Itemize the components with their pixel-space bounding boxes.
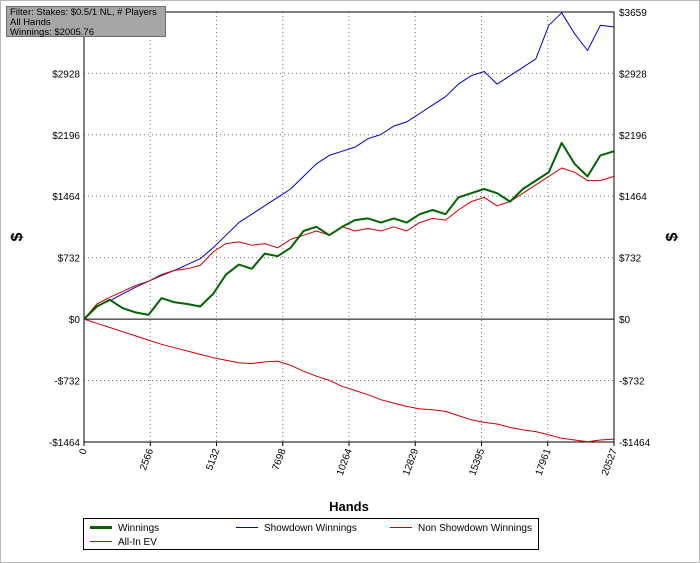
- y-tick-label-right: $2928: [619, 69, 647, 80]
- y-tick-label-right: $1464: [619, 192, 647, 203]
- x-tick-label: 15395: [467, 447, 487, 477]
- filter-winnings-line: Winnings: $2005.76: [10, 28, 94, 38]
- y-axis-title-left: $: [9, 232, 26, 241]
- y-tick-label-right: -$1464: [619, 438, 651, 449]
- legend-label-winnings: Winnings: [118, 523, 160, 534]
- x-tick-label: 0: [78, 447, 90, 456]
- filter-info-box: Filter: Stakes: $0.5/1 NL, # Players All…: [6, 6, 166, 38]
- y-tick-label-left: -$732: [54, 377, 80, 388]
- legend-swatch-winnings: [90, 525, 112, 529]
- legend-label-all-in-ev: All-In EV: [118, 537, 157, 548]
- legend-label-non-showdown: Non Showdown Winnings: [418, 523, 532, 534]
- x-tick-label: 5132: [204, 447, 222, 472]
- legend-swatch-showdown: [236, 526, 258, 528]
- x-axis-title: Hands: [329, 499, 369, 514]
- y-tick-label-left: -$1464: [49, 438, 81, 449]
- y-tick-label-right: -$732: [619, 377, 645, 388]
- chart-legend: Winnings Showdown Winnings Non Showdown …: [83, 518, 539, 550]
- legend-item-showdown: Showdown Winnings: [236, 523, 357, 535]
- filter-line: Filter: Stakes: $0.5/1 NL, # Players: [10, 8, 157, 18]
- x-tick-label: 10264: [335, 447, 355, 477]
- y-tick-label-right: $2196: [619, 131, 647, 142]
- y-tick-label-left: $732: [58, 254, 81, 265]
- y-tick-label-left: $2196: [52, 131, 80, 142]
- y-tick-label-left: $1464: [52, 192, 80, 203]
- x-tick-label: 2566: [138, 447, 156, 472]
- series-line-showdown-winnings: [83, 12, 615, 320]
- legend-item-all-in-ev: All-In EV: [90, 537, 157, 549]
- legend-swatch-non-showdown: [390, 526, 412, 528]
- legend-swatch-all-in-ev: [90, 540, 112, 542]
- filter-hands-line: All Hands: [10, 18, 51, 28]
- x-tick-label: 12829: [401, 447, 421, 477]
- y-tick-label-right: $0: [619, 315, 631, 326]
- x-tick-label: 17961: [534, 447, 554, 477]
- y-tick-label-left: $2928: [52, 69, 80, 80]
- y-axis-title-right: $: [664, 232, 681, 241]
- y-tick-label-right: $3659: [619, 8, 647, 19]
- legend-item-non-showdown: Non Showdown Winnings: [390, 523, 532, 535]
- y-tick-label-left: $0: [69, 315, 81, 326]
- series-line-winnings: [83, 141, 615, 320]
- y-tick-label-right: $732: [619, 254, 642, 265]
- legend-label-showdown: Showdown Winnings: [264, 523, 357, 534]
- legend-item-winnings: Winnings: [90, 523, 159, 535]
- x-tick-label: 20527: [600, 447, 620, 477]
- series-line-non-showdown-winnings: [83, 167, 615, 320]
- x-tick-label: 7698: [271, 447, 289, 472]
- series-line-all-in-ev: [83, 318, 615, 443]
